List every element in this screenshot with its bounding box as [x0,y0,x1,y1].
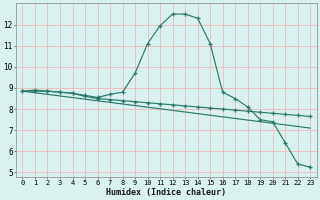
X-axis label: Humidex (Indice chaleur): Humidex (Indice chaleur) [106,188,226,197]
